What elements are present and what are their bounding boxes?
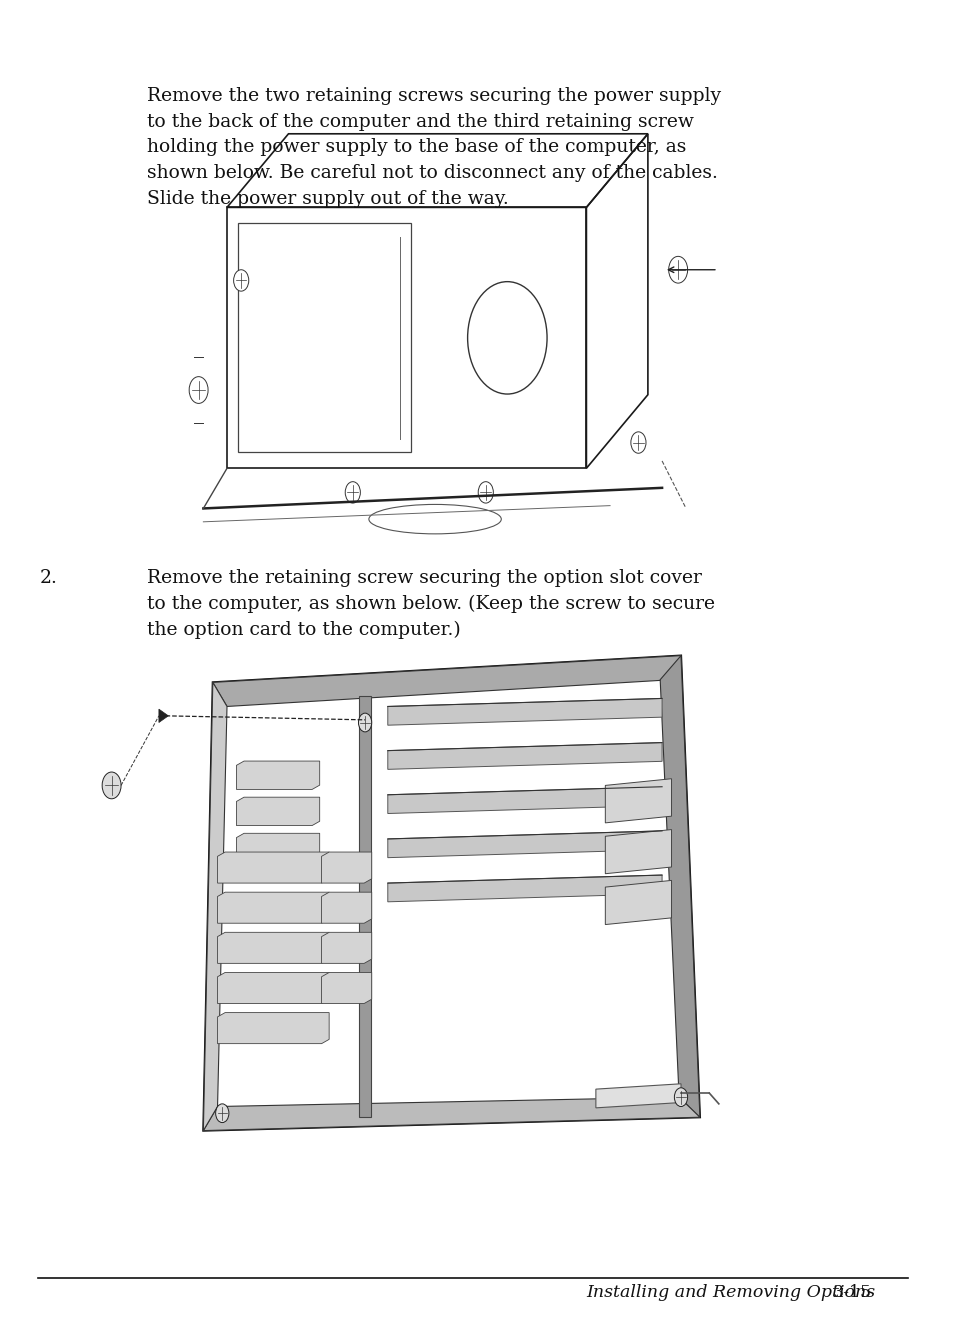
Polygon shape: [321, 973, 372, 1004]
Circle shape: [668, 257, 687, 284]
Polygon shape: [596, 1084, 680, 1108]
Polygon shape: [217, 973, 329, 1004]
Text: Remove the two retaining screws securing the power supply
to the back of the com: Remove the two retaining screws securing…: [147, 87, 720, 207]
Text: Remove the retaining screw securing the option slot cover
to the computer, as sh: Remove the retaining screw securing the …: [147, 569, 714, 638]
Polygon shape: [321, 933, 372, 963]
Text: 3-15: 3-15: [831, 1283, 870, 1301]
Polygon shape: [203, 1097, 700, 1131]
Polygon shape: [236, 797, 319, 826]
Circle shape: [630, 432, 645, 454]
Polygon shape: [217, 852, 329, 883]
Circle shape: [358, 713, 372, 732]
Polygon shape: [159, 709, 168, 723]
Polygon shape: [217, 1013, 329, 1044]
Polygon shape: [605, 779, 671, 823]
Text: 2.: 2.: [40, 569, 57, 586]
Polygon shape: [236, 761, 319, 789]
Polygon shape: [213, 656, 680, 706]
Polygon shape: [659, 656, 700, 1117]
Circle shape: [233, 270, 249, 292]
Circle shape: [189, 377, 208, 404]
Text: Installing and Removing Options: Installing and Removing Options: [586, 1283, 875, 1301]
Polygon shape: [321, 852, 372, 883]
Polygon shape: [387, 787, 661, 814]
Polygon shape: [359, 696, 371, 1117]
Polygon shape: [387, 698, 661, 725]
Polygon shape: [217, 892, 329, 923]
Polygon shape: [203, 682, 227, 1131]
Circle shape: [345, 482, 360, 503]
Polygon shape: [321, 892, 372, 923]
Circle shape: [477, 482, 493, 503]
Circle shape: [215, 1104, 229, 1123]
Polygon shape: [236, 834, 319, 862]
Polygon shape: [387, 875, 661, 902]
Polygon shape: [605, 830, 671, 874]
Circle shape: [674, 1088, 687, 1107]
Polygon shape: [387, 743, 661, 769]
Circle shape: [102, 772, 121, 799]
Polygon shape: [387, 831, 661, 858]
Polygon shape: [605, 880, 671, 925]
Polygon shape: [217, 933, 329, 963]
